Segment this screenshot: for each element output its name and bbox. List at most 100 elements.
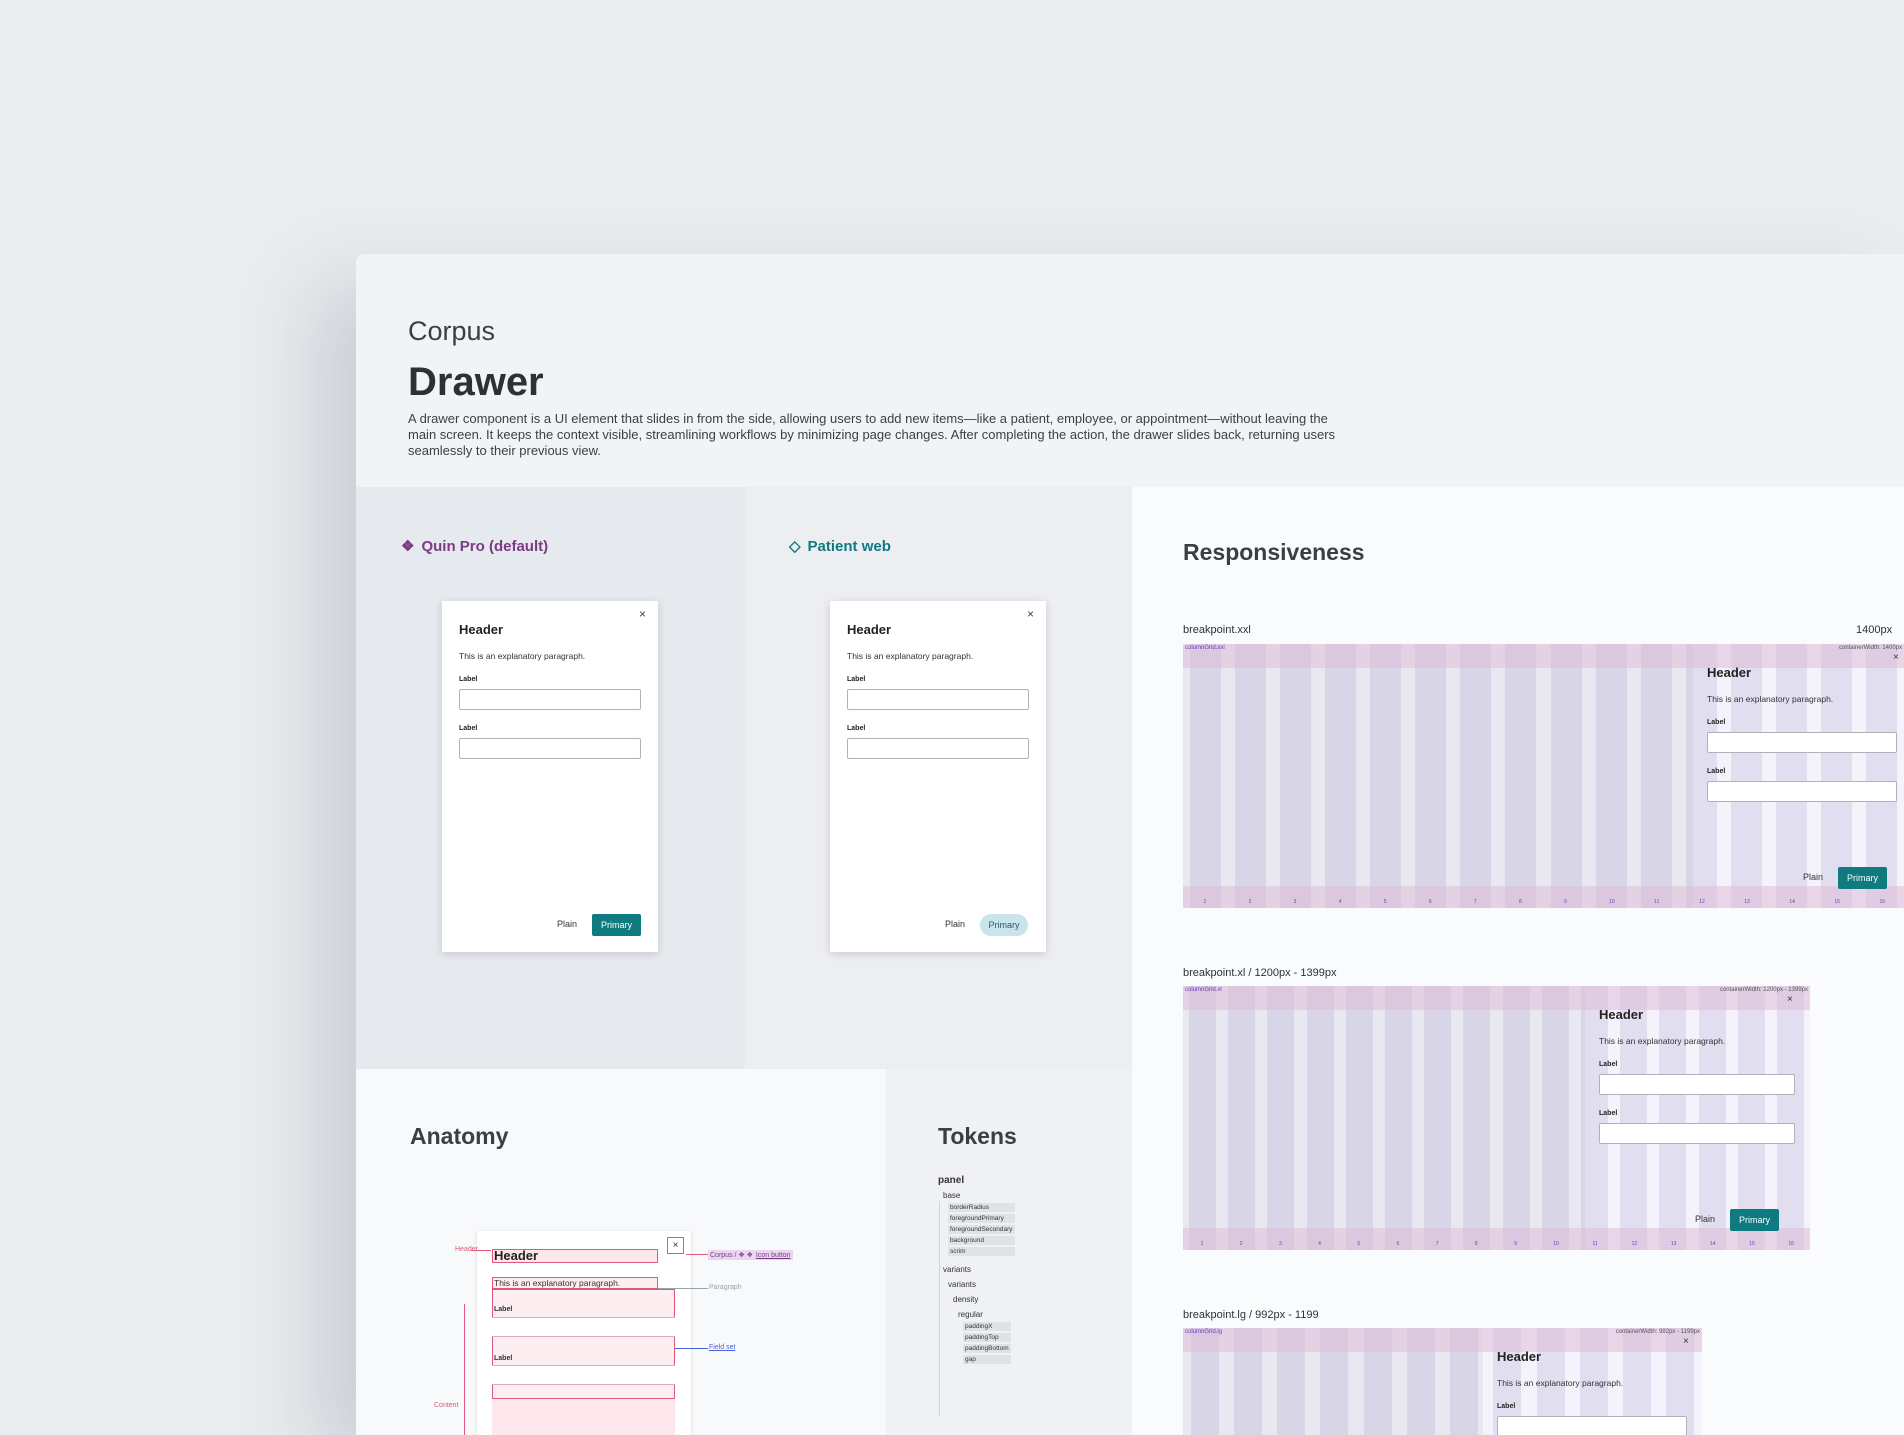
paragraph-highlight <box>492 1277 658 1289</box>
drawer-header: Header <box>1599 1007 1644 1022</box>
section-title: Tokens <box>938 1123 1017 1149</box>
content-annotation: Content <box>434 1402 459 1409</box>
text-input[interactable] <box>459 689 641 710</box>
primary-button[interactable]: Primary <box>980 914 1028 936</box>
drawer-paragraph: This is an explanatory paragraph. <box>1707 694 1834 704</box>
close-icon[interactable]: × <box>1026 607 1034 621</box>
column-number: 14 <box>1710 1241 1716 1247</box>
section-title: Anatomy <box>410 1123 509 1149</box>
breakpoint-label: breakpoint.xl / 1200px - 1399px <box>1183 967 1337 979</box>
column-number: 3 <box>1293 899 1297 905</box>
grid-tag: columnGrid.xl <box>1185 987 1222 993</box>
text-input[interactable] <box>492 1365 675 1385</box>
close-icon[interactable]: × <box>667 1237 684 1254</box>
responsiveness-panel: Responsiveness breakpoint.xxl 1400px col… <box>1132 487 1904 1435</box>
text-input[interactable] <box>1497 1416 1687 1435</box>
token-tag: background <box>948 1236 1015 1245</box>
text-input[interactable] <box>1599 1123 1795 1144</box>
grid-column <box>1737 986 1765 1250</box>
grid-column <box>1190 644 1222 908</box>
close-icon[interactable]: × <box>1893 652 1899 663</box>
column-number: 3 <box>1278 1241 1282 1247</box>
column-number: 10 <box>1609 899 1615 905</box>
breakpoint-grid-xl: columnGrid.xl containerWidth: 1200px - 1… <box>1183 986 1810 1250</box>
plain-button[interactable]: Plain <box>557 919 578 929</box>
documentation-sheet: Corpus Drawer A drawer component is a UI… <box>356 254 1904 1435</box>
text-input[interactable] <box>847 738 1029 759</box>
text-input[interactable] <box>1707 732 1897 753</box>
grid-column <box>1865 644 1897 908</box>
token-list-regular: paddingX paddingTop paddingBottom gap <box>963 1322 1011 1364</box>
brand-name: Corpus <box>408 316 496 346</box>
text-input[interactable] <box>1707 781 1897 802</box>
grid-column <box>1235 644 1267 908</box>
column-number: 14 <box>1789 899 1795 905</box>
page-description: A drawer component is a UI element that … <box>408 411 1348 459</box>
token-root: panel <box>938 1175 965 1186</box>
column-number: 2 <box>1239 1241 1243 1247</box>
primary-button[interactable]: Primary <box>592 914 641 936</box>
token-list-base: borderRadius foregroundPrimary foregroun… <box>948 1203 1015 1256</box>
description-line: A drawer component is a UI element that … <box>408 411 1328 426</box>
text-input[interactable] <box>1599 1074 1795 1095</box>
field-label: Label <box>1707 768 1726 775</box>
grid-column <box>1280 644 1312 908</box>
breakpoint-label: breakpoint.xxl <box>1183 624 1251 636</box>
token-group: regular <box>958 1310 983 1319</box>
description-line: seamlessly to their previous view. <box>408 443 601 458</box>
anatomy-panel: Anatomy Header × This is an explanatory … <box>356 1069 886 1435</box>
field-label: Label <box>847 725 866 732</box>
primary-button[interactable]: Primary <box>1838 867 1887 889</box>
breakpoint-width: 1400px <box>1856 624 1893 636</box>
grid-tag: columnGrid.xxl <box>1185 645 1225 651</box>
drawer-preview: × Header This is an explanatory paragrap… <box>1483 1328 1702 1435</box>
text-input[interactable] <box>459 738 641 759</box>
grid-column <box>1685 644 1717 908</box>
drawer-header: Header <box>459 622 504 637</box>
plain-button[interactable]: Plain <box>1695 1214 1716 1224</box>
primary-button[interactable]: Primary <box>1730 1209 1779 1231</box>
field-label: Label <box>459 725 478 732</box>
drawer-paragraph: This is an explanatory paragraph. <box>494 1278 621 1288</box>
text-input[interactable] <box>847 689 1029 710</box>
anatomy-drawer: Header × This is an explanatory paragrap… <box>477 1231 691 1435</box>
grid-column <box>1228 986 1256 1250</box>
close-icon[interactable]: × <box>638 607 646 621</box>
grid-column <box>1463 986 1491 1250</box>
close-icon[interactable]: × <box>1787 994 1793 1005</box>
close-icon[interactable]: × <box>1683 1336 1689 1347</box>
grid-column <box>1415 644 1447 908</box>
page-title: Drawer <box>408 360 544 404</box>
text-input[interactable] <box>492 1317 675 1337</box>
grid-column <box>1325 644 1357 908</box>
plain-button[interactable]: Plain <box>1803 872 1824 882</box>
grid-column <box>1730 644 1762 908</box>
column-number: 11 <box>1592 1241 1598 1247</box>
field-label: Label <box>494 1355 513 1362</box>
token-tag: borderRadius <box>948 1203 1015 1212</box>
token-tag: gap <box>963 1355 1011 1364</box>
field-label: Label <box>1599 1110 1618 1117</box>
scrim <box>1183 644 1693 908</box>
token-group: base <box>943 1191 961 1200</box>
column-number: 10 <box>1553 1241 1559 1247</box>
column-number: 11 <box>1654 899 1660 905</box>
grid-column <box>1620 986 1648 1250</box>
field-label: Label <box>494 1306 513 1313</box>
variant-panel-quin-pro: ❖ Quin Pro (default) × Header This is an… <box>356 487 745 1069</box>
grid-column <box>1580 986 1608 1250</box>
drawer-preview: × Header This is an explanatory paragrap… <box>1693 644 1904 908</box>
column-number: 5 <box>1383 899 1387 905</box>
plain-button[interactable]: Plain <box>945 919 966 929</box>
drawer-header: Header <box>1707 665 1752 680</box>
grid-column <box>1775 644 1807 908</box>
paragraph-annotation: Paragraph <box>709 1284 742 1291</box>
grid-column <box>1189 986 1217 1250</box>
variant-title: ❖ Quin Pro (default) <box>401 537 549 556</box>
drawer-example: × Header This is an explanatory paragrap… <box>442 601 658 952</box>
grid-column <box>1385 986 1413 1250</box>
column-number: 15 <box>1749 1241 1755 1247</box>
column-number: 12 <box>1631 1241 1638 1247</box>
grid-column <box>1267 986 1295 1250</box>
fieldset-annotation[interactable]: Field set <box>709 1344 736 1351</box>
